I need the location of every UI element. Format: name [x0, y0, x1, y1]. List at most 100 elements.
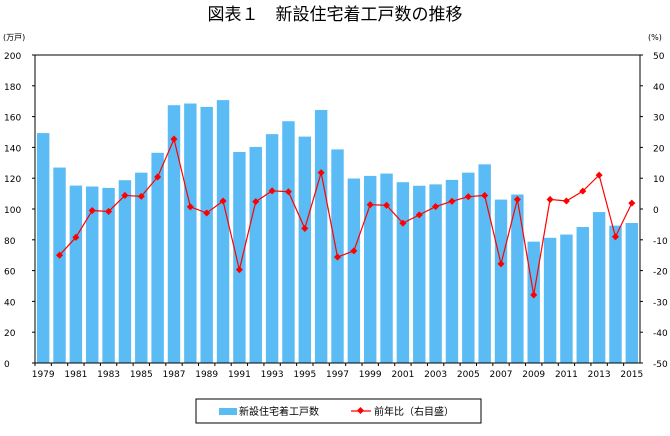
bar-2006 — [478, 164, 491, 363]
yoy-marker-2000 — [383, 201, 391, 209]
yoy-marker-1983 — [105, 207, 113, 215]
right-tick-label: 40 — [653, 83, 665, 93]
bar-2007 — [494, 199, 508, 363]
yoy-marker-1988 — [186, 203, 194, 211]
yoy-marker-1990 — [219, 197, 227, 205]
bar-2013 — [592, 212, 606, 363]
legend-box — [195, 398, 482, 424]
left-tick-label: 140 — [4, 144, 21, 154]
yoy-marker-2014 — [611, 233, 620, 241]
yoy-marker-2009 — [530, 291, 538, 299]
bar-1990 — [216, 100, 230, 363]
legend-bar-swatch — [219, 408, 237, 415]
yoy-marker-2013 — [595, 171, 603, 179]
bar-2012 — [576, 227, 589, 363]
yoy-marker-1998 — [350, 247, 358, 255]
bar-2008 — [511, 194, 524, 363]
bar-1998 — [347, 178, 361, 363]
yoy-marker-1989 — [203, 209, 211, 217]
x-tick-label: 2011 — [555, 370, 578, 380]
yoy-marker-1995 — [301, 224, 309, 232]
bar-1984 — [118, 180, 132, 363]
x-tick-label: 2005 — [457, 370, 480, 380]
left-tick-label: 80 — [4, 237, 16, 247]
yoy-marker-2005 — [464, 193, 472, 201]
bar-2005 — [462, 172, 475, 363]
bar-1994 — [282, 121, 295, 363]
x-tick-label: 2013 — [588, 370, 611, 380]
bar-2014 — [609, 225, 622, 363]
x-tick-label: 1979 — [32, 370, 55, 380]
yoy-marker-2003 — [432, 203, 440, 211]
x-tick-label: 1991 — [228, 370, 251, 380]
right-tick-label: -40 — [653, 329, 668, 339]
right-tick-label: -20 — [653, 268, 668, 278]
right-tick-label: -50 — [653, 360, 668, 370]
bar-1982 — [86, 186, 99, 363]
yoy-marker-1994 — [284, 188, 292, 196]
x-tick-label: 1985 — [130, 370, 153, 380]
bar-2001 — [396, 182, 410, 363]
yoy-marker-2011 — [562, 197, 570, 205]
yoy-marker-1981 — [72, 233, 80, 241]
right-tick-label: 20 — [653, 144, 665, 154]
yoy-marker-1996 — [317, 169, 325, 177]
bar-1995 — [298, 136, 312, 363]
left-tick-label: 0 — [4, 360, 10, 370]
right-tick-label: 30 — [653, 114, 665, 124]
plot-frame — [34, 54, 641, 364]
x-tick-label: 1989 — [195, 370, 218, 380]
chart-title: 図表１ 新設住宅着工戸数の推移 — [208, 5, 463, 25]
yoy-marker-1982 — [88, 207, 96, 215]
bar-2003 — [429, 184, 442, 363]
bar-1999 — [363, 175, 377, 363]
bar-1986 — [151, 152, 164, 363]
bar-2015 — [625, 223, 639, 363]
left-tick-label: 20 — [4, 329, 16, 339]
bar-1996 — [314, 109, 328, 363]
x-tick-label: 1995 — [293, 370, 316, 380]
bar-2011 — [560, 234, 573, 363]
right-axis-unit: (%) — [648, 33, 662, 42]
yoy-marker-1986 — [154, 173, 162, 181]
right-tick-label: 0 — [653, 206, 659, 216]
x-tick-label: 2003 — [424, 370, 447, 380]
yoy-marker-2001 — [399, 219, 407, 227]
yoy-marker-2008 — [513, 195, 521, 203]
left-tick-label: 180 — [4, 83, 21, 93]
x-tick-label: 1983 — [97, 370, 120, 380]
yoy-marker-1991 — [235, 266, 243, 274]
bar-2002 — [413, 185, 426, 363]
yoy-marker-2007 — [497, 260, 505, 268]
bar-1991 — [233, 152, 246, 363]
yoy-line — [59, 137, 633, 296]
bar-1993 — [265, 134, 279, 363]
yoy-marker-1997 — [333, 253, 342, 261]
bar-1983 — [102, 187, 115, 363]
right-tick-label: -30 — [653, 298, 668, 308]
bar-1988 — [184, 103, 197, 363]
yoy-marker-2015 — [628, 199, 636, 207]
x-tick-label: 1993 — [261, 370, 284, 380]
yoy-marker-1987 — [170, 135, 178, 143]
yoy-marker-2004 — [448, 197, 456, 205]
x-tick-label: 1987 — [163, 370, 186, 380]
bar-1981 — [69, 185, 83, 363]
bar-1985 — [135, 172, 148, 363]
legend-label-bars: 新設住宅着工戸数 — [239, 405, 319, 418]
yoy-marker-1993 — [268, 187, 276, 195]
left-tick-label: 120 — [4, 175, 21, 185]
left-tick-label: 40 — [4, 298, 16, 308]
right-tick-label: 50 — [653, 52, 665, 62]
x-tick-label: 1997 — [326, 370, 349, 380]
x-tick-label: 2001 — [391, 370, 414, 380]
bar-1987 — [167, 105, 181, 363]
bar-2009 — [527, 241, 540, 363]
bar-1992 — [249, 146, 262, 363]
bar-1980 — [53, 167, 66, 363]
x-tick-label: 2007 — [490, 370, 513, 380]
legend-marker — [356, 406, 365, 415]
bar-1989 — [200, 106, 213, 363]
left-tick-label: 100 — [4, 206, 21, 216]
